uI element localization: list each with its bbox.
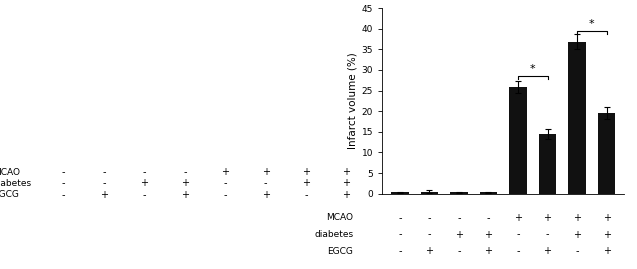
Text: +: + (343, 167, 350, 177)
Text: +: + (485, 229, 492, 239)
Text: -: - (224, 190, 227, 200)
Text: -: - (398, 246, 402, 256)
Bar (450, 192, 468, 194)
Text: -: - (143, 167, 147, 177)
Text: +: + (262, 167, 269, 177)
Text: *: * (589, 19, 594, 29)
Text: +: + (426, 246, 433, 256)
Text: +: + (603, 229, 610, 239)
Text: MCAO: MCAO (0, 168, 20, 177)
Text: -: - (575, 246, 579, 256)
Text: EGCG: EGCG (0, 190, 19, 199)
Text: +: + (262, 190, 269, 200)
Text: -: - (304, 190, 308, 200)
Text: -: - (183, 167, 187, 177)
Text: +: + (455, 229, 463, 239)
Text: -: - (398, 229, 402, 239)
Text: -: - (516, 246, 520, 256)
Text: -: - (398, 213, 402, 223)
Bar (509, 87, 527, 194)
Text: +: + (573, 213, 581, 223)
Text: EGCG: EGCG (327, 247, 353, 256)
Text: -: - (62, 190, 66, 200)
Text: -: - (62, 178, 66, 189)
Text: +: + (181, 190, 189, 200)
Text: -: - (103, 167, 106, 177)
Text: -: - (457, 213, 461, 223)
Text: +: + (573, 229, 581, 239)
Text: +: + (603, 213, 610, 223)
Text: -: - (62, 167, 66, 177)
Text: +: + (343, 178, 350, 189)
Bar (539, 134, 556, 194)
Bar (598, 113, 615, 194)
Text: -: - (264, 178, 268, 189)
Bar (480, 192, 497, 194)
Text: +: + (221, 167, 229, 177)
Text: diabetes: diabetes (0, 179, 32, 188)
Text: +: + (140, 178, 148, 189)
Text: diabetes: diabetes (314, 230, 353, 239)
Text: -: - (427, 213, 431, 223)
Bar (568, 42, 586, 194)
Text: *: * (530, 64, 536, 74)
Text: +: + (603, 246, 610, 256)
Bar (420, 192, 438, 194)
Text: +: + (100, 190, 108, 200)
Text: -: - (546, 229, 549, 239)
Text: MCAO: MCAO (326, 213, 353, 222)
Text: +: + (485, 246, 492, 256)
Text: +: + (343, 190, 350, 200)
Text: +: + (543, 213, 552, 223)
Text: -: - (143, 190, 147, 200)
Text: +: + (181, 178, 189, 189)
Text: +: + (302, 178, 310, 189)
Text: -: - (103, 178, 106, 189)
Text: -: - (516, 229, 520, 239)
Y-axis label: Infarct volume (%): Infarct volume (%) (348, 52, 357, 149)
Text: +: + (514, 213, 522, 223)
Text: +: + (543, 246, 552, 256)
Text: -: - (224, 178, 227, 189)
Text: -: - (427, 229, 431, 239)
Text: +: + (302, 167, 310, 177)
Text: -: - (457, 246, 461, 256)
Text: -: - (487, 213, 490, 223)
Bar (391, 192, 409, 194)
